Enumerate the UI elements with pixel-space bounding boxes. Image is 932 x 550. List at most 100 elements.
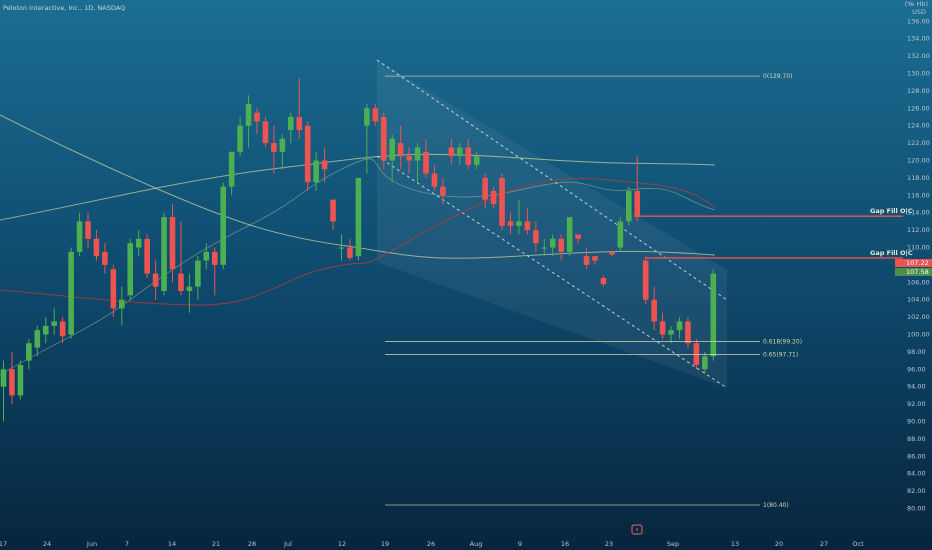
candle[interactable] — [245, 95, 252, 148]
candle[interactable] — [262, 117, 269, 148]
candle[interactable] — [406, 147, 412, 174]
candle[interactable] — [685, 317, 691, 348]
candle[interactable] — [533, 221, 539, 252]
candle[interactable] — [211, 247, 218, 296]
candle-body — [237, 125, 243, 152]
candle[interactable] — [271, 125, 277, 174]
y-tick-label: 124.00 — [907, 122, 930, 130]
candle[interactable] — [110, 264, 117, 318]
candle[interactable] — [59, 317, 66, 344]
candle[interactable] — [144, 234, 150, 278]
candle[interactable] — [279, 134, 286, 170]
candle[interactable] — [668, 325, 674, 344]
candle[interactable] — [423, 138, 429, 178]
candle[interactable] — [397, 125, 404, 170]
candle[interactable] — [457, 143, 463, 165]
candle[interactable] — [465, 138, 472, 170]
candle[interactable] — [609, 251, 615, 257]
candle[interactable] — [583, 247, 590, 270]
candle[interactable] — [169, 204, 176, 283]
price-tag-label: 107.58 — [906, 268, 929, 276]
candle[interactable] — [321, 147, 328, 183]
candle[interactable] — [51, 308, 57, 335]
candle[interactable] — [617, 217, 624, 252]
candle[interactable] — [330, 199, 336, 231]
fib-label: 0.65(97.71) — [763, 351, 798, 358]
candle[interactable] — [440, 177, 446, 204]
candle[interactable] — [710, 269, 717, 361]
candle-body — [533, 230, 539, 244]
candle[interactable] — [541, 238, 548, 257]
candle[interactable] — [0, 360, 7, 422]
candle[interactable] — [482, 173, 488, 209]
candle[interactable] — [228, 151, 235, 196]
candle[interactable] — [161, 212, 167, 296]
candle[interactable] — [42, 317, 49, 344]
candle[interactable] — [524, 208, 531, 235]
event-marker-icon[interactable] — [631, 524, 643, 535]
candle[interactable] — [676, 317, 683, 339]
candle[interactable] — [372, 103, 379, 126]
candle[interactable] — [659, 312, 666, 339]
candle[interactable] — [9, 351, 15, 405]
candle[interactable] — [237, 117, 243, 157]
candle[interactable] — [93, 230, 100, 261]
candle[interactable] — [642, 256, 649, 305]
candle[interactable] — [26, 338, 32, 370]
candle[interactable] — [178, 221, 184, 296]
candle[interactable] — [448, 138, 455, 165]
candle[interactable] — [85, 212, 91, 248]
candle[interactable] — [17, 360, 24, 400]
candle[interactable] — [127, 238, 134, 300]
candle[interactable] — [490, 186, 497, 209]
candle[interactable] — [254, 108, 260, 135]
candle[interactable] — [195, 256, 201, 300]
candle[interactable] — [338, 234, 345, 261]
candle[interactable] — [558, 234, 564, 261]
candle[interactable] — [389, 134, 395, 183]
candle[interactable] — [313, 151, 319, 191]
candle[interactable] — [34, 325, 41, 357]
candle[interactable] — [499, 173, 505, 231]
candle-body — [558, 238, 564, 252]
candle[interactable] — [634, 156, 641, 222]
candle[interactable] — [364, 103, 370, 174]
x-tick-label: 26 — [427, 540, 435, 548]
candle-body — [51, 321, 57, 326]
candle[interactable] — [549, 234, 556, 257]
candle[interactable] — [186, 273, 193, 313]
candle[interactable] — [431, 164, 438, 191]
candle[interactable] — [304, 121, 311, 191]
candle[interactable] — [102, 243, 108, 274]
candle[interactable] — [119, 286, 125, 326]
candle[interactable] — [288, 112, 294, 144]
candle[interactable] — [380, 112, 387, 170]
candle[interactable] — [600, 275, 607, 287]
candle[interactable] — [296, 77, 303, 139]
candle[interactable] — [68, 247, 74, 339]
gap-fill-label: Gap Fill O|C — [870, 249, 913, 258]
candle[interactable] — [702, 351, 708, 374]
candle[interactable] — [592, 256, 598, 265]
candle-body — [440, 186, 446, 196]
candle-body — [245, 103, 252, 126]
candle[interactable] — [575, 234, 581, 244]
candle[interactable] — [152, 260, 159, 300]
candle[interactable] — [355, 177, 362, 261]
candle[interactable] — [566, 217, 573, 257]
candle[interactable] — [203, 243, 210, 270]
candle[interactable] — [135, 230, 142, 257]
candle[interactable] — [507, 212, 514, 235]
candle[interactable] — [473, 151, 480, 170]
candle[interactable] — [414, 143, 421, 183]
candle-body — [355, 177, 362, 257]
candle[interactable] — [220, 182, 226, 270]
candle[interactable] — [76, 212, 83, 257]
candle-body — [465, 147, 472, 165]
price-tag-label: 107.22 — [906, 259, 929, 267]
candle[interactable] — [626, 186, 632, 226]
candle[interactable] — [347, 238, 353, 261]
candle[interactable] — [651, 286, 657, 331]
candle[interactable] — [516, 199, 522, 235]
